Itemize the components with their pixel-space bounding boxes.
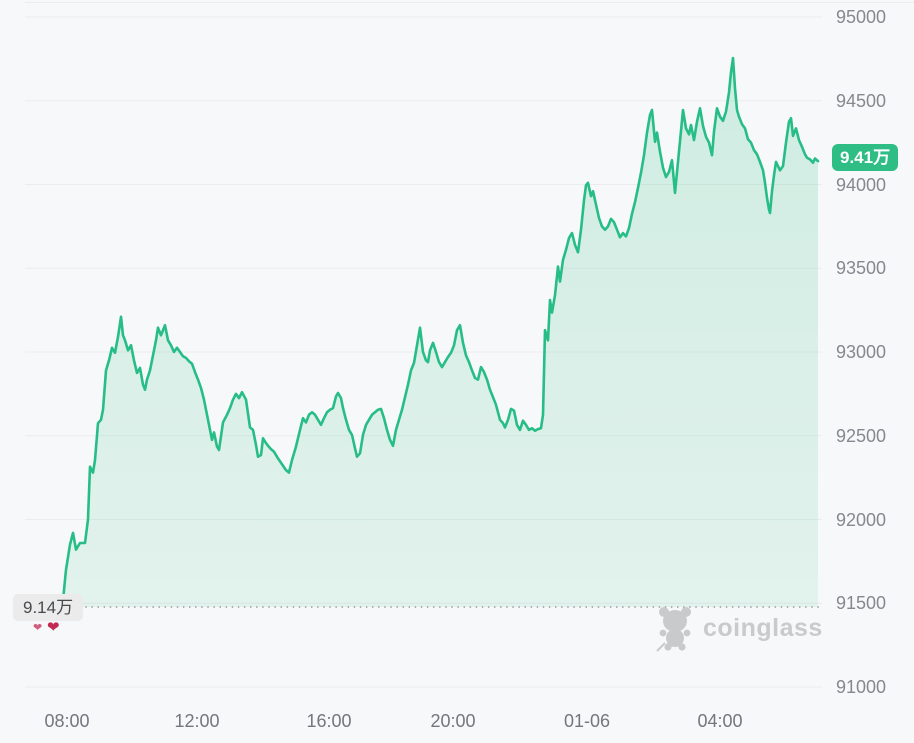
min-price-badge: 9.14万: [13, 594, 84, 621]
x-axis-label: 16:00: [306, 711, 352, 731]
y-axis-label: 93500: [836, 258, 887, 279]
y-axis-label: 93000: [836, 342, 887, 362]
price-line: [55, 56, 820, 613]
y-axis-label: 92000: [836, 509, 887, 530]
y-axis-label: 91000: [836, 677, 887, 697]
x-axis-label: 04:00: [697, 711, 743, 731]
y-axis-label: 94500: [836, 90, 887, 111]
y-axis-label: 94000: [836, 174, 887, 195]
y-axis-label: 91500: [836, 593, 887, 614]
current-price-badge: 9.41万: [832, 144, 899, 171]
area-fill: [57, 58, 818, 611]
coinglass-watermark-text: coinglass: [703, 613, 823, 642]
y-axis-label: 95000: [836, 7, 887, 27]
x-axis-label: 08:00: [44, 711, 90, 731]
heart-icon: ❤: [47, 619, 60, 636]
x-axis-label: 20:00: [430, 711, 476, 731]
heart-icon: ❤: [33, 622, 43, 634]
coinglass-logo-icon: [656, 607, 691, 652]
x-axis-label: 01-06: [563, 711, 611, 731]
x-axis-label: 12:00: [174, 711, 220, 731]
y-axis-label: 92500: [836, 425, 887, 446]
coinglass-watermark: coinglass: [655, 604, 823, 652]
